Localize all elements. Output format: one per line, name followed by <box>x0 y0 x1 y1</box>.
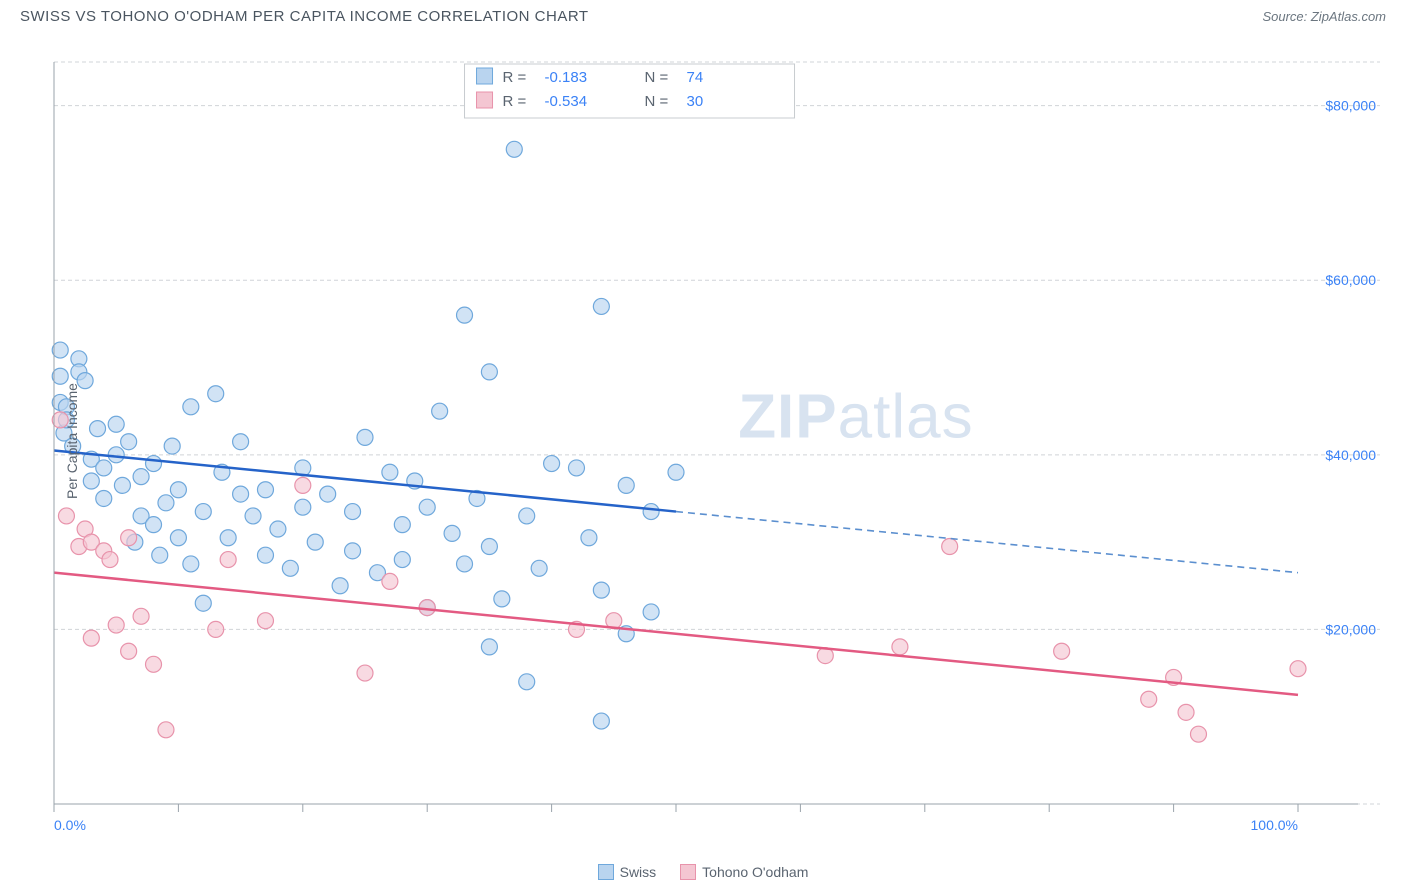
svg-text:$40,000: $40,000 <box>1325 447 1376 463</box>
legend-swatch-swiss <box>598 864 614 880</box>
svg-text:$20,000: $20,000 <box>1325 621 1376 637</box>
scatter-chart: $20,000 $40,000 $60,000 $80,000 ZIPatlas 0.0%… <box>18 40 1388 842</box>
svg-text:ZIPatlas: ZIPatlas <box>738 382 973 451</box>
chart-container: Per Capita Income $20,000$40,000$60,000$… <box>18 40 1388 842</box>
legend-item-swiss: Swiss <box>598 864 657 880</box>
legend-item-tohono: Tohono O'odham <box>680 864 808 880</box>
chart-title: SWISS VS TOHONO O'ODHAM PER CAPITA INCOM… <box>20 8 589 25</box>
footer-legend: Swiss Tohono O'odham <box>0 864 1406 880</box>
svg-text:R =: R = <box>503 93 527 110</box>
y-axis-label: Per Capita Income <box>64 383 80 499</box>
svg-text:100.0%: 100.0% <box>1251 817 1298 833</box>
svg-text:30: 30 <box>687 93 704 110</box>
svg-text:R =: R = <box>503 69 527 86</box>
chart-source: Source: ZipAtlas.com <box>1262 9 1386 24</box>
chart-header: SWISS VS TOHONO O'ODHAM PER CAPITA INCOM… <box>0 0 1406 31</box>
svg-text:$60,000: $60,000 <box>1325 272 1376 288</box>
svg-text:$80,000: $80,000 <box>1325 98 1376 114</box>
legend-label-swiss: Swiss <box>620 864 657 880</box>
svg-text:74: 74 <box>687 69 704 86</box>
svg-text:N =: N = <box>645 93 669 110</box>
svg-text:-0.183: -0.183 <box>545 69 588 86</box>
svg-text:N =: N = <box>645 69 669 86</box>
svg-text:-0.534: -0.534 <box>545 93 588 110</box>
legend-swatch-tohono <box>680 864 696 880</box>
svg-text:0.0%: 0.0% <box>54 817 86 833</box>
legend-label-tohono: Tohono O'odham <box>702 864 808 880</box>
